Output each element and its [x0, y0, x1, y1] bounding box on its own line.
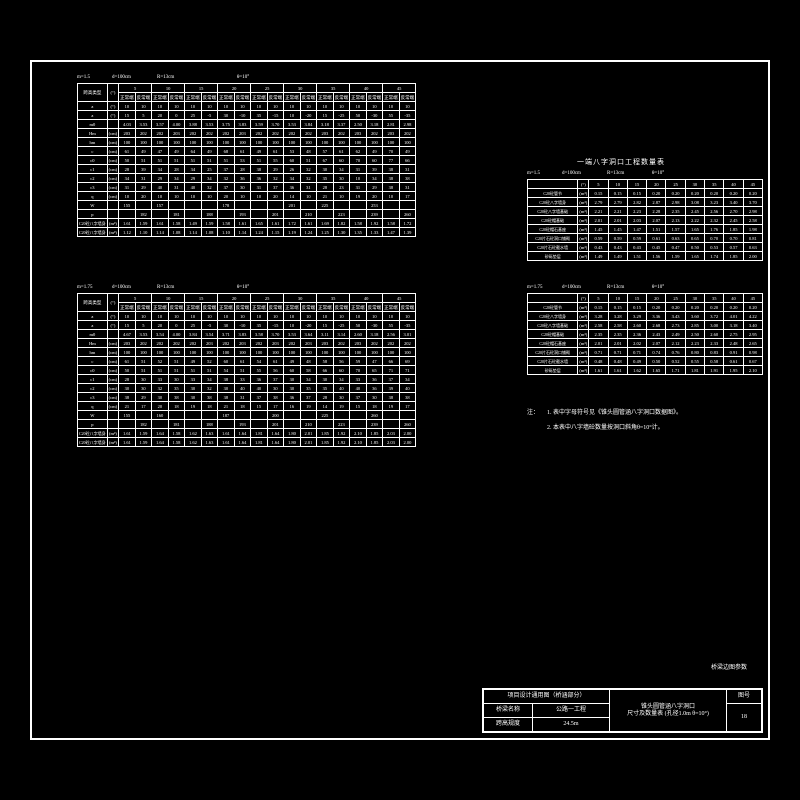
- tb-institution: 桥梁边图参数: [711, 662, 755, 671]
- tb-bname-label: 桥梁名称: [484, 704, 533, 718]
- param-d100-2: d=100cm: [112, 285, 131, 290]
- param-theta-r: θ=10°: [652, 171, 664, 176]
- tb-dno-val: 18: [727, 704, 762, 732]
- param-theta-2: θ=10°: [237, 285, 249, 290]
- note-2: 2. 本表中八字墙砼数量按洞口斜角θ=10°计。: [547, 422, 664, 431]
- qty-table-2: (°)51015202530354045C20砼管节(m³)0.150.150.…: [527, 293, 763, 375]
- tb-dno-label: 图号: [727, 690, 762, 704]
- param-r13-r2: R=13cm: [607, 285, 624, 290]
- title-block-table: 项目设计通用图（桥涵部分） 锥头圆管涵八字洞口尺寸及数量表 (孔径1.0m θ=…: [483, 689, 762, 732]
- note-prefix: 注：: [527, 407, 539, 416]
- title-block: 项目设计通用图（桥涵部分） 锥头圆管涵八字洞口尺寸及数量表 (孔径1.0m θ=…: [482, 688, 763, 733]
- note-1: 1. 表中字母符号见《锥头圆管涵八字洞口数据图》。: [547, 407, 682, 416]
- param-m15-r: m=1.5: [527, 171, 540, 176]
- param-r13-2: R=13cm: [157, 285, 174, 290]
- tb-span-label: 跨高规度: [484, 718, 533, 732]
- param-m15: m=1.5: [77, 75, 90, 80]
- param-r13-r: R=13cm: [607, 171, 624, 176]
- qty-table-1: (°)51015202530354045C20砼管节(m³)0.150.150.…: [527, 179, 763, 261]
- tb-project: 项目设计通用图（桥涵部分）: [484, 690, 610, 704]
- table-1: 跨高类型(°)51015202530354045正常端反常端正常端反常端正常端反…: [77, 83, 416, 237]
- param-theta-r2: θ=10°: [652, 285, 664, 290]
- param-theta: θ=10°: [237, 75, 249, 80]
- param-m175: m=1.75: [77, 285, 92, 290]
- param-d100-r: d=100cm: [562, 171, 581, 176]
- tb-span-val: 24.5m: [533, 718, 610, 732]
- qty-table-title: 一端八字洞口工程数量表: [577, 157, 665, 167]
- param-d100: d=100cm: [112, 75, 131, 80]
- table-2: 跨高类型(°)51015202530354045正常端反常端正常端反常端正常端反…: [77, 293, 416, 447]
- param-d100-r2: d=100cm: [562, 285, 581, 290]
- tb-bname-val: 公路一工程: [533, 704, 610, 718]
- tb-drawing: 锥头圆管涵八字洞口尺寸及数量表 (孔径1.0m θ=10°): [610, 690, 727, 732]
- param-m175-r: m=1.75: [527, 285, 542, 290]
- param-r13: R=13cm: [157, 75, 174, 80]
